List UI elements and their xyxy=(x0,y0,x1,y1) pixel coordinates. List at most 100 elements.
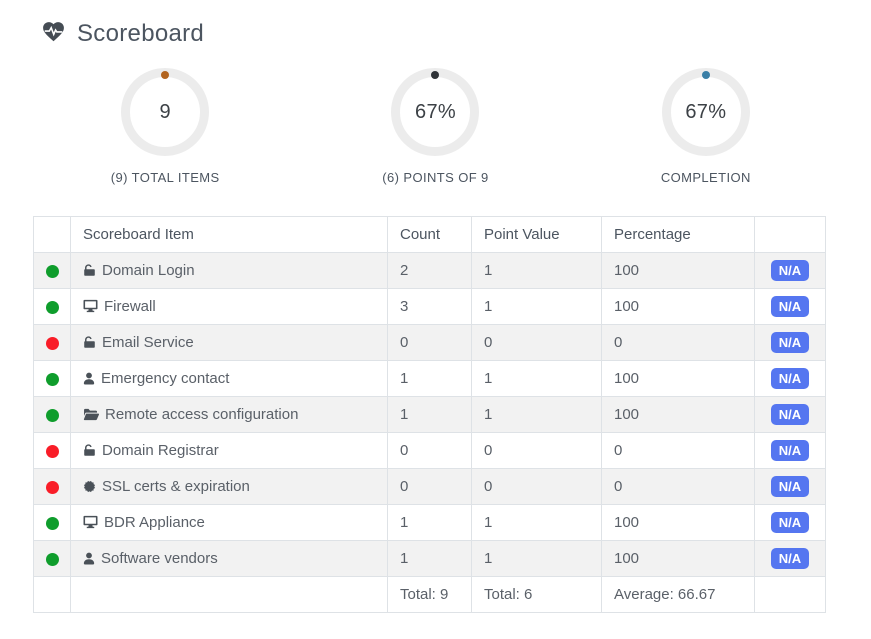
na-badge-button[interactable]: N/A xyxy=(770,440,810,461)
percentage-cell: 0 xyxy=(601,324,755,361)
gauge-value: 67% xyxy=(415,100,456,123)
point-value-cell: 1 xyxy=(471,396,602,433)
table-row: BDR Appliance 1 1 100 N/A xyxy=(33,504,826,541)
user-icon xyxy=(83,368,95,389)
item-label: Software vendors xyxy=(101,550,218,567)
na-badge-button[interactable]: N/A xyxy=(770,548,810,569)
table-row: Remote access configuration 1 1 100 N/A xyxy=(33,396,826,433)
status-cell xyxy=(33,540,71,577)
percentage-cell: 100 xyxy=(601,396,755,433)
footer-percentage-average: Average: 66.67 xyxy=(601,576,755,613)
unlock-icon xyxy=(83,440,96,461)
folder-open-icon xyxy=(83,404,100,425)
page-title: Scoreboard xyxy=(77,20,205,47)
table-row: Emergency contact 1 1 100 N/A xyxy=(33,360,826,397)
item-label: Domain Registrar xyxy=(102,442,219,459)
certificate-icon xyxy=(83,476,96,497)
unlock-icon xyxy=(83,332,96,353)
table-row: SSL certs & expiration 0 0 0 N/A xyxy=(33,468,826,505)
header-status xyxy=(33,216,71,253)
gauge-label: COMPLETION xyxy=(660,170,751,185)
item-cell: Domain Registrar xyxy=(70,432,388,469)
status-dot xyxy=(45,336,59,350)
badge-cell: N/A xyxy=(754,324,826,361)
item-cell: Emergency contact xyxy=(70,360,388,397)
gauge-value: 67% xyxy=(685,100,727,123)
point-value-cell: 1 xyxy=(471,540,602,577)
status-dot xyxy=(45,444,59,458)
footer-item-cell xyxy=(70,576,388,613)
status-cell xyxy=(33,504,71,541)
point-value-cell: 1 xyxy=(471,252,602,289)
item-cell: Firewall xyxy=(70,288,388,325)
footer-point-total: Total: 6 xyxy=(471,576,602,613)
na-badge-button[interactable]: N/A xyxy=(770,296,810,317)
status-cell xyxy=(33,360,71,397)
na-badge-button[interactable]: N/A xyxy=(770,368,810,389)
item-cell: Domain Login xyxy=(70,252,388,289)
na-badge-button[interactable]: N/A xyxy=(770,512,810,533)
item-label: Domain Login xyxy=(102,262,195,279)
badge-cell: N/A xyxy=(754,252,826,289)
desktop-icon xyxy=(83,296,98,317)
na-badge-button[interactable]: N/A xyxy=(770,404,810,425)
badge-cell: N/A xyxy=(754,504,826,541)
point-value-cell: 0 xyxy=(471,324,602,361)
scoreboard-table: Scoreboard Item Count Point Value Percen… xyxy=(33,216,826,613)
item-label: SSL certs & expiration xyxy=(102,478,250,495)
percentage-cell: 0 xyxy=(601,432,755,469)
point-value-cell: 1 xyxy=(471,360,602,397)
status-cell xyxy=(33,288,71,325)
page-header: Scoreboard xyxy=(0,18,871,50)
count-cell: 0 xyxy=(387,432,472,469)
table-row: Firewall 3 1 100 N/A xyxy=(33,288,826,325)
gauge-points: 67% (6) POINTS OF 9 xyxy=(300,68,570,185)
table-body: Domain Login 2 1 100 N/A Firewall 3 1 10… xyxy=(33,252,826,577)
point-value-cell: 1 xyxy=(471,504,602,541)
unlock-icon xyxy=(83,260,96,281)
status-cell xyxy=(33,468,71,505)
count-cell: 1 xyxy=(387,504,472,541)
desktop-icon xyxy=(83,512,98,533)
gauge-dot xyxy=(701,71,710,79)
count-cell: 1 xyxy=(387,360,472,397)
count-cell: 1 xyxy=(387,396,472,433)
item-cell: Software vendors xyxy=(70,540,388,577)
footer-badge-cell xyxy=(754,576,826,613)
heart-pulse-icon xyxy=(40,19,67,49)
badge-cell: N/A xyxy=(754,288,826,325)
percentage-cell: 100 xyxy=(601,504,755,541)
table-row: Domain Login 2 1 100 N/A xyxy=(33,252,826,289)
header-item: Scoreboard Item xyxy=(70,216,388,253)
status-cell xyxy=(33,324,71,361)
gauge-ring: 67% xyxy=(661,68,750,156)
percentage-cell: 100 xyxy=(601,252,755,289)
gauge-dot xyxy=(431,71,440,79)
point-value-cell: 0 xyxy=(471,468,602,505)
point-value-cell: 0 xyxy=(471,432,602,469)
count-cell: 1 xyxy=(387,540,472,577)
table-row: Software vendors 1 1 100 N/A xyxy=(33,540,826,577)
na-badge-button[interactable]: N/A xyxy=(770,260,810,281)
badge-cell: N/A xyxy=(754,540,826,577)
status-dot xyxy=(45,300,59,314)
point-value-cell: 1 xyxy=(471,288,602,325)
gauge-ring: 9 xyxy=(121,68,210,156)
status-cell xyxy=(33,396,71,433)
na-badge-button[interactable]: N/A xyxy=(770,332,810,353)
item-label: Remote access configuration xyxy=(105,406,299,423)
status-cell xyxy=(33,252,71,289)
badge-cell: N/A xyxy=(754,360,826,397)
na-badge-button[interactable]: N/A xyxy=(770,476,810,497)
table-row: Email Service 0 0 0 N/A xyxy=(33,324,826,361)
table-row: Domain Registrar 0 0 0 N/A xyxy=(33,432,826,469)
status-dot xyxy=(45,480,59,494)
count-cell: 0 xyxy=(387,468,472,505)
badge-cell: N/A xyxy=(754,432,826,469)
count-cell: 3 xyxy=(387,288,472,325)
item-cell: BDR Appliance xyxy=(70,504,388,541)
header-count: Count xyxy=(387,216,472,253)
header-percentage: Percentage xyxy=(601,216,755,253)
status-dot xyxy=(45,552,59,566)
gauge-value: 9 xyxy=(159,100,171,123)
